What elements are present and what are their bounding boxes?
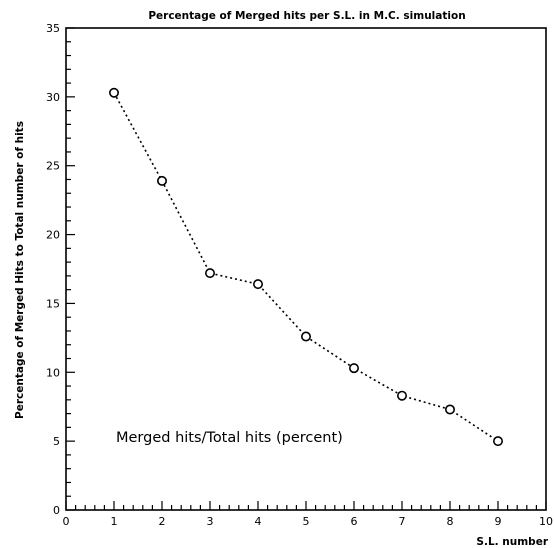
- x-tick-label: 5: [303, 515, 310, 528]
- x-tick-label: 7: [399, 515, 406, 528]
- x-tick-label: 8: [447, 515, 454, 528]
- x-tick-label: 6: [351, 515, 358, 528]
- x-tick-label: 3: [207, 515, 214, 528]
- data-point: [396, 390, 407, 401]
- data-point: [253, 279, 264, 290]
- y-tick-label: 35: [46, 22, 60, 35]
- x-tick-label: 1: [111, 515, 118, 528]
- data-point: [348, 363, 359, 374]
- data-point: [444, 404, 455, 415]
- data-point: [205, 268, 216, 279]
- data-point: [492, 436, 503, 447]
- y-axis-label: Percentage of Merged Hits to Total numbe…: [14, 121, 26, 419]
- data-point: [157, 175, 168, 186]
- data-points: [109, 87, 503, 447]
- x-tick-label: 0: [63, 515, 70, 528]
- data-point: [300, 331, 311, 342]
- series-line: [113, 92, 499, 442]
- y-tick-label: 0: [53, 504, 60, 517]
- y-tick-label: 20: [46, 229, 60, 242]
- x-axis-ticks: 0 1 2 3 4 5 6 7 8 9 10: [63, 501, 553, 528]
- y-axis-ticks: 0 5 10 15 20 25 30 35: [46, 22, 75, 517]
- x-tick-label: 10: [539, 515, 553, 528]
- y-tick-label: 30: [46, 91, 60, 104]
- x-tick-label: 4: [255, 515, 262, 528]
- chart-title: Percentage of Merged hits per S.L. in M.…: [148, 10, 465, 22]
- annotation-text: Merged hits/Total hits (percent): [116, 430, 343, 446]
- x-tick-label: 9: [495, 515, 502, 528]
- data-point: [109, 87, 120, 98]
- y-tick-label: 15: [46, 297, 60, 310]
- y-tick-label: 10: [46, 366, 60, 379]
- x-tick-label: 2: [159, 515, 166, 528]
- y-tick-label: 25: [46, 160, 60, 173]
- x-axis-label: S.L. number: [476, 536, 548, 548]
- y-tick-label: 5: [53, 435, 60, 448]
